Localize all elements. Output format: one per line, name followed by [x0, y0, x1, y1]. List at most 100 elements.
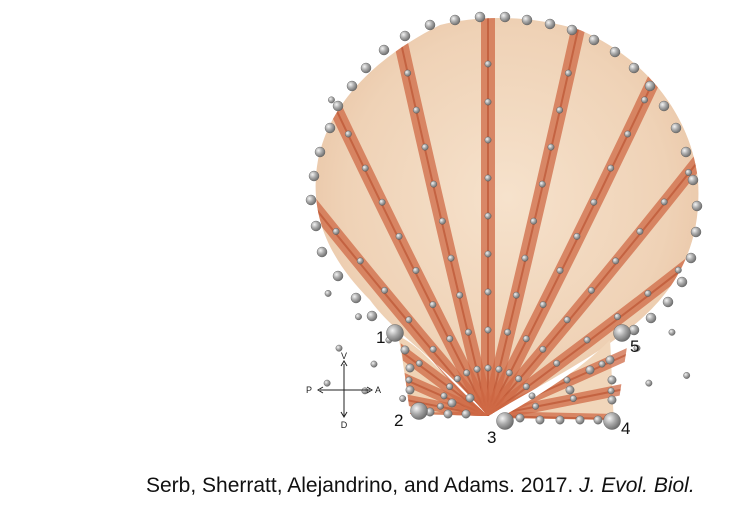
surface-semilandmark	[532, 402, 539, 410]
figure-citation: Serb, Sherratt, Alejandrino, and Adams. …	[146, 474, 695, 498]
ear-semilandmark	[535, 415, 545, 425]
shell-rib	[487, 325, 699, 417]
outline-semilandmark	[662, 296, 674, 308]
surface-semilandmark	[381, 286, 388, 294]
shell-rib	[315, 145, 489, 417]
orientation-bottom-label: D	[341, 420, 348, 430]
ear-semilandmark	[447, 398, 457, 408]
arrow-left-icon	[317, 386, 324, 394]
surface-semilandmark	[332, 228, 340, 235]
semilandmarks	[305, 11, 703, 425]
outline-semilandmark	[399, 30, 411, 42]
surface-semilandmark	[495, 365, 503, 373]
landmark-label-5: 5	[630, 337, 639, 356]
surface-semilandmark	[607, 164, 615, 172]
surface-semilandmark	[328, 96, 335, 104]
ear-semilandmark	[461, 409, 471, 419]
landmark-labels: 1 2 3 4 5	[376, 328, 639, 447]
fixed-landmark-1	[386, 324, 404, 342]
outline-semilandmark	[628, 62, 640, 74]
outline-semilandmark	[690, 226, 702, 238]
surface-semilandmark	[539, 301, 547, 309]
surface-semilandmark	[355, 313, 362, 321]
surface-semilandmark	[412, 267, 420, 274]
surface-semilandmark	[446, 335, 454, 343]
surface-semilandmark	[588, 286, 595, 294]
surface-semilandmark	[538, 180, 546, 188]
surface-semilandmark	[484, 288, 492, 296]
surface-semilandmark	[484, 60, 492, 68]
outline-semilandmark	[645, 312, 657, 324]
outline-semilandmark	[350, 292, 362, 304]
shell-rib	[315, 325, 489, 417]
surface-semilandmark	[463, 369, 471, 377]
surface-semilandmark	[530, 217, 538, 225]
surface-semilandmark	[521, 254, 529, 262]
surface-semilandmark	[624, 130, 632, 138]
outline-semilandmark	[680, 146, 692, 158]
surface-semilandmark	[323, 379, 331, 387]
surface-semilandmark	[685, 169, 692, 176]
surface-semilandmark	[399, 395, 407, 402]
citation-journal: J. Evol. Biol.	[579, 474, 695, 497]
surface-semilandmark	[440, 392, 448, 400]
landmarks	[386, 324, 631, 430]
outline-semilandmark	[449, 14, 461, 26]
surface-semilandmark	[674, 266, 682, 274]
outline-semilandmark	[658, 100, 670, 112]
outline-semilandmark	[366, 310, 378, 322]
shell-body	[315, 18, 699, 420]
surface-semilandmark	[573, 232, 581, 240]
outline-semilandmark	[670, 122, 682, 134]
surface-semilandmark	[598, 360, 606, 368]
surface-semilandmark	[404, 69, 412, 77]
shell-rib	[315, 230, 489, 417]
arrow-up-icon	[340, 360, 348, 367]
outline-semilandmark	[305, 194, 317, 206]
outline-semilandmark	[314, 146, 326, 158]
landmark-label-4: 4	[621, 419, 630, 438]
outline-semilandmark	[588, 34, 600, 46]
surface-semilandmark	[590, 198, 598, 206]
surface-semilandmark	[335, 344, 343, 352]
citation-authors: Serb, Sherratt, Alejandrino, and Adams. …	[146, 474, 574, 497]
surface-semilandmark	[356, 257, 364, 265]
surface-semilandmark	[660, 198, 668, 206]
outline-semilandmark	[691, 200, 703, 212]
outline-semilandmark	[424, 19, 436, 31]
surface-semilandmark	[515, 375, 522, 383]
fixed-landmark-5	[613, 324, 631, 342]
ear-semilandmark	[565, 385, 575, 395]
shell-rib	[487, 145, 699, 417]
surface-semilandmark	[641, 96, 648, 104]
landmark-label-2: 2	[394, 411, 403, 430]
outline-semilandmark	[346, 80, 358, 92]
outline-semilandmark	[644, 80, 656, 92]
orientation-right-label: A	[375, 385, 381, 395]
landmark-label-1: 1	[376, 328, 385, 347]
shell-rib	[315, 73, 489, 417]
surface-semilandmark	[446, 383, 454, 390]
surface-semilandmark	[429, 301, 437, 309]
surface-semilandmark	[522, 335, 530, 343]
outline-semilandmark	[521, 14, 533, 26]
surface-semilandmark	[437, 402, 444, 410]
surface-semilandmark	[361, 387, 369, 395]
outline-semilandmark	[566, 24, 578, 36]
ear-semilandmark	[593, 415, 603, 425]
shell-rib	[487, 73, 699, 417]
surface-semilandmark	[484, 212, 492, 220]
surface-semilandmark	[484, 136, 492, 144]
outline-semilandmark	[360, 62, 372, 74]
shell-rib	[315, 415, 489, 420]
surface-semilandmark	[405, 376, 413, 384]
surface-semilandmark	[484, 364, 492, 372]
surface-semilandmark	[563, 316, 571, 324]
surface-semilandmark	[344, 130, 352, 138]
outline-semilandmark	[544, 18, 556, 30]
ear-semilandmark	[465, 393, 475, 403]
arrow-right-icon	[366, 386, 373, 394]
surface-semilandmark	[395, 232, 403, 240]
shell-rib	[483, 411, 699, 420]
